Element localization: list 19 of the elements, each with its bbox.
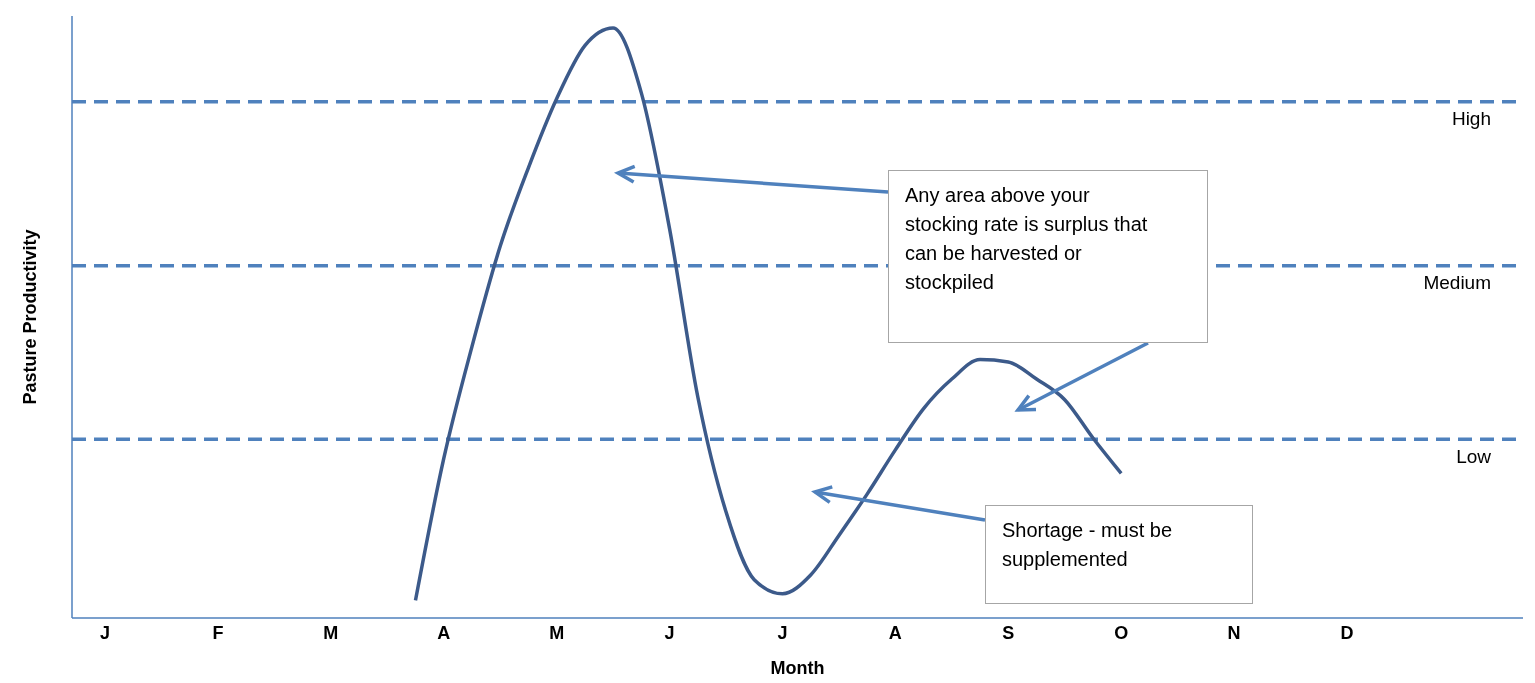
y-axis-title: Pasture Productivity (20, 229, 41, 405)
x-tick-label: D (1340, 622, 1354, 643)
ref-line-label: Medium (1423, 272, 1491, 294)
x-tick-label: J (99, 622, 111, 643)
x-tick-label: N (1227, 622, 1241, 643)
x-tick-label: M (323, 622, 339, 643)
x-tick-label: M (549, 622, 565, 643)
callout-box: Shortage - must be supplemented (985, 505, 1253, 604)
ref-line-label: Low (1456, 445, 1492, 467)
x-tick-label: J (664, 622, 675, 643)
x-tick-label: F (212, 622, 224, 643)
x-tick-label: S (1002, 622, 1015, 643)
x-tick-label: A (888, 622, 902, 643)
x-axis-title: Month (770, 658, 825, 678)
callout-box: Any area above your stocking rate is surplus that can be harvested or stockpiled (888, 170, 1208, 343)
x-tick-label: A (437, 622, 451, 643)
ref-line-label: High (1451, 108, 1491, 130)
x-tick-label: O (1114, 622, 1129, 643)
x-tick-label: J (777, 622, 788, 643)
